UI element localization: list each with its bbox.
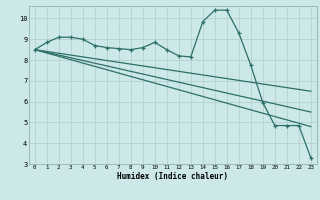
X-axis label: Humidex (Indice chaleur): Humidex (Indice chaleur) — [117, 172, 228, 181]
